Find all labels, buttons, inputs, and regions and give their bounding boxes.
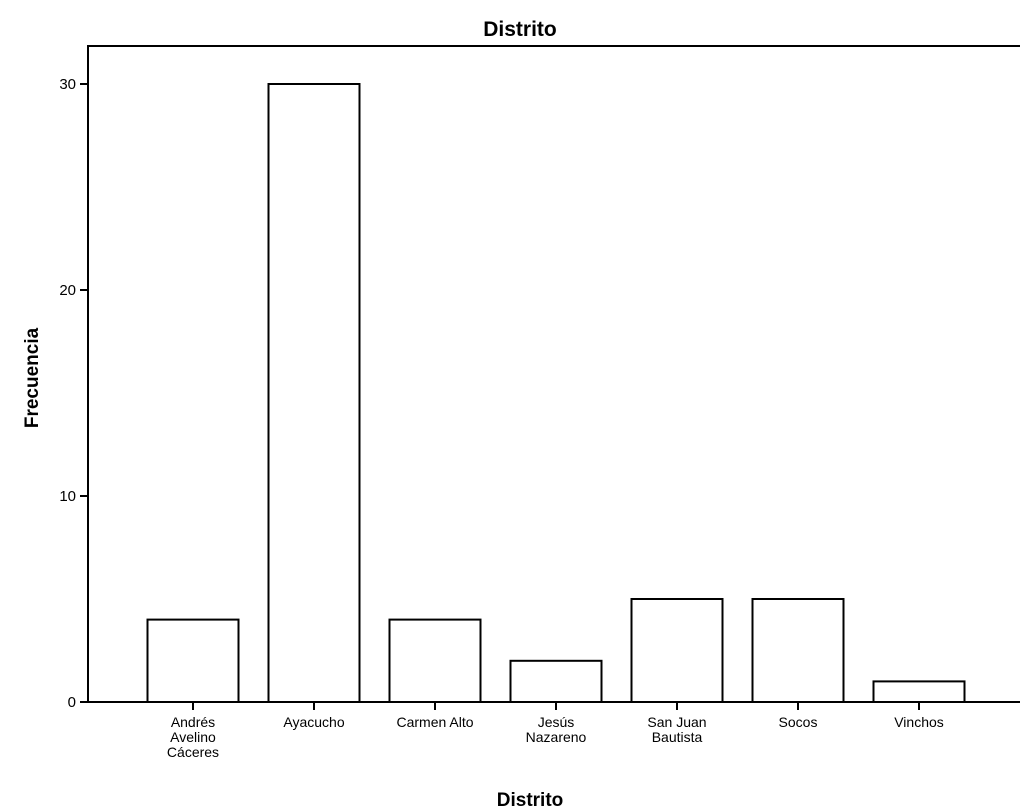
x-tick-label: San Juan — [647, 714, 706, 730]
bar — [388, 618, 482, 703]
plot-frame — [87, 45, 1020, 703]
chart-title: Distrito — [483, 18, 557, 41]
bar — [630, 598, 724, 703]
y-tick-label: 30 — [59, 76, 76, 93]
y-tick-label: 10 — [59, 488, 76, 505]
x-tick-label: Andrés — [171, 714, 215, 730]
x-tick-label: Avelino — [170, 729, 216, 745]
x-tick-label: Socos — [779, 714, 818, 730]
bars-group — [146, 83, 966, 704]
bar — [509, 659, 603, 703]
y-tick-label: 0 — [68, 694, 76, 711]
x-tick-label: Carmen Alto — [396, 714, 473, 730]
bar — [267, 83, 361, 703]
x-tick-label: Vinchos — [894, 714, 944, 730]
x-tick-label: Ayacucho — [283, 714, 344, 730]
bar — [751, 598, 845, 703]
bar — [872, 680, 966, 704]
x-tick-label: Jesús — [538, 714, 575, 730]
y-axis: 0 10 20 30 — [59, 76, 88, 711]
bar — [146, 618, 240, 703]
y-axis-title: Frecuencia — [22, 327, 43, 428]
x-tick-label: Cáceres — [167, 744, 219, 760]
x-tick-label: Bautista — [652, 729, 703, 745]
y-tick-label: 20 — [59, 282, 76, 299]
x-tick-label: Nazareno — [526, 729, 587, 745]
x-axis-title: Distrito — [497, 790, 564, 811]
